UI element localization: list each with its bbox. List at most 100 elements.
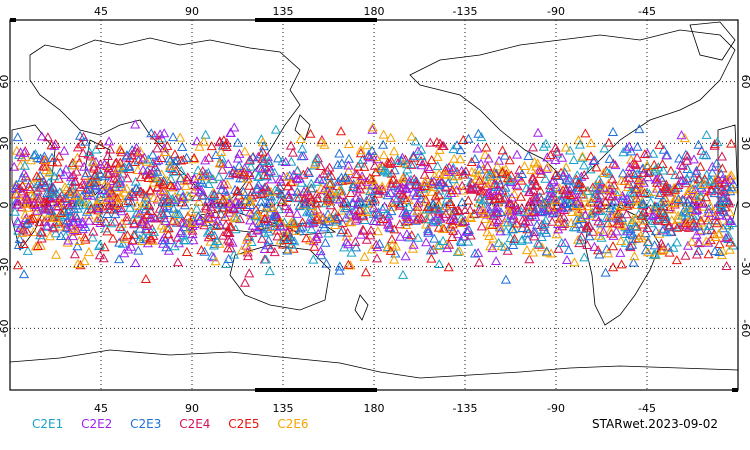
triangle-icon: [220, 258, 232, 268]
triangle-icon: [168, 203, 179, 213]
triangle-icon: [542, 162, 554, 172]
triangle-icon: [711, 158, 722, 168]
triangle-icon: [345, 260, 356, 270]
triangle-icon: [502, 173, 513, 183]
triangle-icon: [422, 201, 433, 211]
triangle-icon: [104, 189, 115, 199]
triangle-icon: [255, 222, 266, 232]
triangle-icon: [622, 194, 633, 204]
triangle-icon: [34, 193, 45, 203]
triangle-icon: [443, 177, 454, 187]
triangle-icon: [188, 187, 199, 197]
triangle-icon: [541, 246, 552, 256]
triangle-icon: [389, 254, 400, 264]
triangle-icon: [660, 194, 671, 204]
triangle-icon: [216, 146, 227, 156]
triangle-icon: [113, 199, 125, 209]
triangle-icon: [224, 236, 235, 246]
triangle-icon: [285, 218, 296, 228]
triangle-icon: [180, 180, 191, 190]
triangle-icon: [426, 186, 438, 196]
triangle-icon: [579, 252, 590, 262]
triangle-icon: [304, 218, 315, 228]
triangle-icon: [440, 208, 451, 218]
lat-label-left: 60: [0, 75, 11, 89]
triangle-icon: [72, 142, 84, 152]
triangle-icon: [212, 216, 223, 226]
triangle-icon: [72, 258, 83, 268]
triangle-icon: [354, 205, 365, 215]
triangle-icon: [472, 143, 483, 153]
triangle-icon: [210, 149, 221, 159]
triangle-icon: [641, 160, 652, 170]
triangle-icon: [463, 133, 474, 143]
triangle-icon: [194, 141, 205, 151]
triangle-icon: [88, 226, 99, 236]
triangle-icon: [504, 155, 515, 165]
triangle-icon: [493, 237, 504, 247]
triangle-icon: [690, 168, 701, 178]
triangle-icon: [259, 213, 270, 223]
triangle-icon: [480, 149, 491, 159]
triangle-icon: [484, 178, 495, 188]
triangle-icon: [562, 202, 573, 212]
triangle-icon: [381, 208, 392, 219]
triangle-icon: [238, 169, 249, 179]
triangle-icon: [378, 213, 389, 223]
triangle-icon: [568, 154, 579, 164]
triangle-icon: [40, 161, 52, 171]
triangle-icon: [712, 136, 723, 147]
triangle-icon: [42, 132, 53, 142]
triangle-icon: [403, 201, 414, 212]
triangle-icon: [239, 277, 251, 287]
triangle-icon: [565, 189, 576, 199]
triangle-icon: [292, 166, 303, 176]
triangle-icon: [168, 215, 179, 225]
triangle-icon: [457, 180, 468, 190]
triangle-icon: [615, 247, 626, 257]
triangle-icon: [85, 200, 96, 210]
triangle-icon: [32, 240, 43, 250]
triangle-icon: [342, 227, 353, 237]
triangle-icon: [539, 197, 550, 207]
triangle-icon: [89, 170, 100, 180]
triangle-icon: [168, 131, 179, 142]
triangle-icon: [263, 235, 274, 245]
triangle-icon: [342, 200, 353, 210]
triangle-icon: [168, 166, 179, 176]
triangle-icon: [672, 222, 683, 232]
triangle-icon: [658, 144, 669, 154]
triangle-icon: [152, 194, 163, 204]
triangle-icon: [707, 167, 718, 177]
triangle-icon: [282, 245, 293, 255]
triangle-icon: [555, 213, 566, 223]
triangle-icon: [330, 219, 341, 229]
triangle-icon: [423, 225, 434, 236]
triangle-icon: [32, 205, 43, 215]
triangle-icon: [42, 221, 53, 231]
triangle-icon: [634, 123, 645, 134]
triangle-icon: [512, 171, 524, 181]
triangle-icon: [334, 194, 345, 204]
triangle-icon: [12, 189, 23, 199]
triangle-icon: [27, 178, 38, 188]
triangle-icon: [483, 153, 494, 163]
triangle-icon: [117, 162, 128, 173]
triangle-icon: [262, 198, 273, 208]
triangle-icon: [552, 201, 563, 211]
triangle-icon: [246, 236, 257, 246]
triangle-icon: [60, 230, 71, 240]
triangle-icon: [247, 220, 258, 230]
lon-label-top: -45: [638, 5, 656, 18]
triangle-icon: [456, 217, 467, 227]
triangle-icon: [415, 187, 426, 197]
triangle-icon: [676, 210, 687, 220]
triangle-icon: [48, 183, 59, 193]
triangle-icon: [718, 223, 729, 233]
triangle-icon: [618, 147, 629, 157]
triangle-icon: [491, 255, 502, 265]
triangle-icon: [39, 151, 50, 161]
triangle-icon: [550, 154, 561, 164]
triangle-icon: [451, 140, 463, 150]
triangle-icon: [365, 186, 376, 196]
